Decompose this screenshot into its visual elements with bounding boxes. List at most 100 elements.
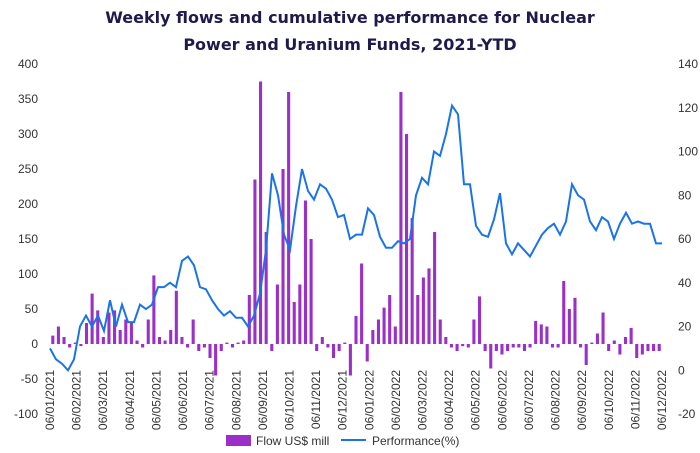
- legend: Flow US$ mill Performance(%): [226, 434, 459, 448]
- flow-bar: [584, 344, 588, 365]
- flow-bar: [146, 319, 150, 344]
- flow-bar: [657, 344, 661, 351]
- flow-bar: [573, 297, 577, 344]
- flow-bar: [186, 344, 190, 348]
- flow-bar: [371, 330, 375, 344]
- flow-bar: [298, 284, 302, 344]
- flow-bar: [404, 134, 409, 344]
- flow-bar: [242, 340, 246, 344]
- flow-bar: [343, 342, 347, 344]
- flow-bar: [230, 344, 235, 348]
- x-tick-label: 06/11/2021: [309, 370, 323, 429]
- flow-bar: [646, 344, 650, 351]
- x-tick-label: 06/07/2022: [522, 370, 536, 430]
- flow-bar: [247, 295, 251, 344]
- y-left-tick-label: 150: [18, 232, 38, 246]
- flow-bar: [73, 342, 77, 344]
- flow-bar: [287, 92, 291, 344]
- flow-bar: [96, 310, 100, 344]
- x-tick-label: 06/04/2021: [123, 370, 137, 430]
- flow-bar: [56, 326, 60, 344]
- flow-bar: [320, 337, 324, 344]
- flow-bar: [270, 344, 274, 351]
- flow-bar: [534, 320, 538, 344]
- flow-bar: [113, 310, 117, 344]
- x-tick-label: 06/10/2021: [282, 370, 296, 430]
- x-tick-label: 06/07/2021: [203, 370, 217, 430]
- flow-bar: [579, 344, 583, 348]
- x-tick-label: 06/02/2022: [389, 370, 403, 430]
- flow-bar: [141, 344, 145, 348]
- y-left-tick-label: 350: [18, 92, 38, 106]
- flow-bar: [539, 324, 543, 344]
- y-right-tick-label: 140: [678, 57, 698, 71]
- flow-bar: [236, 342, 240, 344]
- flow-bar: [393, 326, 397, 344]
- flow-bar: [68, 344, 72, 348]
- y-right-tick-label: 80: [678, 188, 692, 202]
- flow-bar: [517, 344, 521, 348]
- flow-bar: [90, 293, 94, 344]
- flow-bar: [416, 295, 420, 344]
- flow-bar: [494, 344, 498, 351]
- flow-bar: [421, 277, 425, 344]
- flow-bar: [506, 344, 510, 351]
- y-right-tick-label: 60: [678, 232, 692, 246]
- flow-bar: [652, 344, 656, 351]
- flow-bar: [303, 200, 308, 344]
- flow-bar: [79, 344, 83, 347]
- flow-bar: [477, 296, 482, 344]
- flow-bar: [62, 337, 66, 344]
- flow-bar: [163, 340, 167, 344]
- y-right-tick-label: 40: [678, 276, 692, 290]
- x-tick-label: 06/01/2021: [43, 370, 57, 430]
- flow-bar: [545, 326, 549, 344]
- flow-bar: [500, 344, 504, 355]
- flow-bar: [208, 344, 212, 358]
- flow-bar: [601, 312, 605, 344]
- flow-bar: [354, 316, 358, 344]
- x-tick-label: 06/06/2022: [495, 370, 509, 430]
- flow-bar: [337, 344, 341, 351]
- y-right-tick-label: -20: [678, 407, 696, 421]
- flow-bar: [107, 312, 111, 344]
- x-tick-label: 06/06/2021: [176, 370, 190, 430]
- flow-bar: [590, 342, 594, 344]
- flow-bar: [640, 344, 644, 355]
- flow-bar: [483, 344, 487, 351]
- flow-bar: [376, 319, 380, 344]
- flow-bar: [135, 340, 139, 344]
- flow-bar: [118, 330, 122, 344]
- legend-performance-label: Performance(%): [372, 434, 459, 448]
- performance-line: [49, 103, 662, 372]
- flow-bar: [197, 344, 201, 351]
- flow-bar: [253, 179, 257, 344]
- flow-bar: [169, 330, 173, 344]
- x-tick-label: 06/08/2021: [229, 370, 243, 430]
- chart-title-line1: Weekly flows and cumulative performance …: [105, 8, 595, 27]
- flow-bar: [382, 307, 386, 344]
- x-tick-label: 06/12/2021: [336, 370, 350, 430]
- flow-bar: [562, 281, 566, 344]
- y-left-tick-label: 200: [18, 197, 38, 211]
- flow-bar: [612, 340, 616, 344]
- flow-bar: [567, 309, 571, 344]
- x-tick-label: 06/03/2021: [96, 370, 110, 430]
- flow-bar: [180, 337, 184, 344]
- flow-bar: [528, 344, 532, 348]
- flow-bar: [455, 344, 459, 351]
- x-tick-label: 06/09/2022: [575, 370, 589, 430]
- flow-bar: [489, 344, 493, 369]
- legend-flow-swatch: [226, 435, 251, 446]
- x-tick-label: 06/01/2022: [362, 370, 376, 430]
- flow-bar: [51, 335, 55, 344]
- flow-bar: [472, 319, 476, 344]
- x-tick-label: 06/02/2021: [70, 370, 84, 430]
- flow-bar: [275, 284, 279, 344]
- flow-bar: [399, 92, 403, 344]
- flow-bar: [332, 344, 336, 358]
- flow-bar: [264, 232, 268, 344]
- x-tick-label: 06/04/2022: [442, 370, 456, 430]
- flow-bar: [129, 323, 133, 344]
- flow-bar: [444, 337, 448, 344]
